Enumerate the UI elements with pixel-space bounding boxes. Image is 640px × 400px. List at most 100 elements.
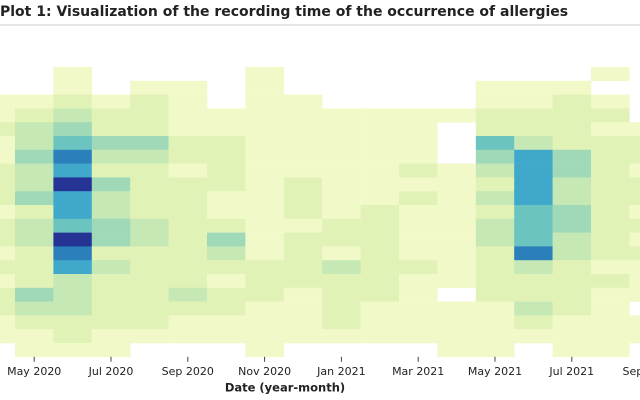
heat-cell [245, 149, 285, 164]
heat-cell [283, 274, 323, 289]
heat-cell [168, 218, 208, 233]
heat-cell [360, 191, 400, 206]
heat-cell [0, 329, 16, 344]
heat-cell [245, 287, 285, 302]
heat-cell [399, 163, 438, 178]
heat-cell [245, 301, 285, 316]
heat-cell [591, 122, 630, 137]
heat-cell [245, 343, 285, 358]
heat-cell [360, 218, 400, 233]
heat-cell [130, 205, 169, 220]
heat-cell [514, 94, 553, 109]
heat-cell [629, 329, 640, 344]
heat-cell [437, 343, 477, 358]
heat-cell [53, 177, 93, 192]
heat-cell [475, 149, 515, 164]
heat-cell [322, 108, 361, 123]
heat-cell [91, 177, 131, 192]
heat-cell [0, 122, 16, 137]
heat-cell [0, 246, 16, 261]
x-tick-label: Sep 2020 [162, 365, 214, 378]
heat-cell [591, 343, 630, 358]
heat-cell [207, 315, 246, 330]
heat-cell [91, 260, 131, 275]
heat-cell [168, 287, 208, 302]
heat-cell [322, 315, 361, 330]
heat-cell [322, 163, 361, 178]
heat-cell [53, 136, 93, 151]
heat-cell [591, 260, 630, 275]
heat-cell [399, 260, 438, 275]
heat-cell [15, 122, 54, 137]
heat-cell [322, 122, 361, 137]
heat-cell [130, 301, 169, 316]
heat-cell [168, 260, 208, 275]
heat-cell [437, 163, 477, 178]
heat-cell [130, 218, 169, 233]
heat-cell [283, 260, 323, 275]
heat-cell [15, 163, 54, 178]
heat-cell [207, 329, 246, 344]
heat-cell [514, 205, 553, 220]
heat-cell [53, 301, 93, 316]
heat-cell [0, 287, 16, 302]
heat-cell [207, 218, 246, 233]
x-tick-label: Mar 2021 [392, 365, 444, 378]
heat-cell [360, 232, 400, 247]
heat-cell [514, 287, 553, 302]
heat-cell [283, 136, 323, 151]
heat-cell [91, 246, 131, 261]
heat-cell [591, 67, 630, 82]
heat-cell [514, 191, 553, 206]
heat-cell [130, 94, 169, 109]
heat-cell [15, 205, 54, 220]
heat-cell [130, 149, 169, 164]
heat-cell [91, 287, 131, 302]
heat-cell [399, 191, 438, 206]
chart-title: Plot 1: Visualization of the recording t… [0, 4, 568, 20]
heat-cell [514, 163, 553, 178]
heat-cell [245, 80, 285, 95]
heat-cell [514, 315, 553, 330]
heat-cell [168, 149, 208, 164]
heat-cell [475, 80, 515, 95]
heat-cell [53, 163, 93, 178]
heat-cell [91, 232, 131, 247]
heat-cell [245, 329, 285, 344]
heat-cell [91, 205, 131, 220]
heat-cell [0, 218, 16, 233]
heat-cell [130, 315, 169, 330]
heat-cell [437, 301, 477, 316]
heat-cell [168, 205, 208, 220]
heat-cell [15, 274, 54, 289]
heat-cell [591, 287, 630, 302]
heat-cell [552, 80, 592, 95]
heat-cell [514, 301, 553, 316]
heat-cell [399, 122, 438, 137]
heat-cell [53, 205, 93, 220]
heat-cell [629, 149, 640, 164]
heat-cell [0, 232, 16, 247]
heat-cell [283, 315, 323, 330]
heat-cell [591, 301, 630, 316]
heat-cell [629, 260, 640, 275]
heat-cell [168, 274, 208, 289]
heat-cell [283, 149, 323, 164]
heat-cell [322, 287, 361, 302]
heat-cell [437, 108, 477, 123]
heat-cell [552, 122, 592, 137]
heat-cell [591, 246, 630, 261]
heat-cell [475, 163, 515, 178]
heat-cell [437, 177, 477, 192]
heat-cell [207, 177, 246, 192]
heat-cell [245, 94, 285, 109]
heat-cell [91, 329, 131, 344]
heat-cell [399, 315, 438, 330]
heat-cell [360, 315, 400, 330]
heat-cell [552, 218, 592, 233]
heat-cell [245, 122, 285, 137]
heat-cell [360, 301, 400, 316]
heat-cell [475, 177, 515, 192]
heat-cell [552, 191, 592, 206]
